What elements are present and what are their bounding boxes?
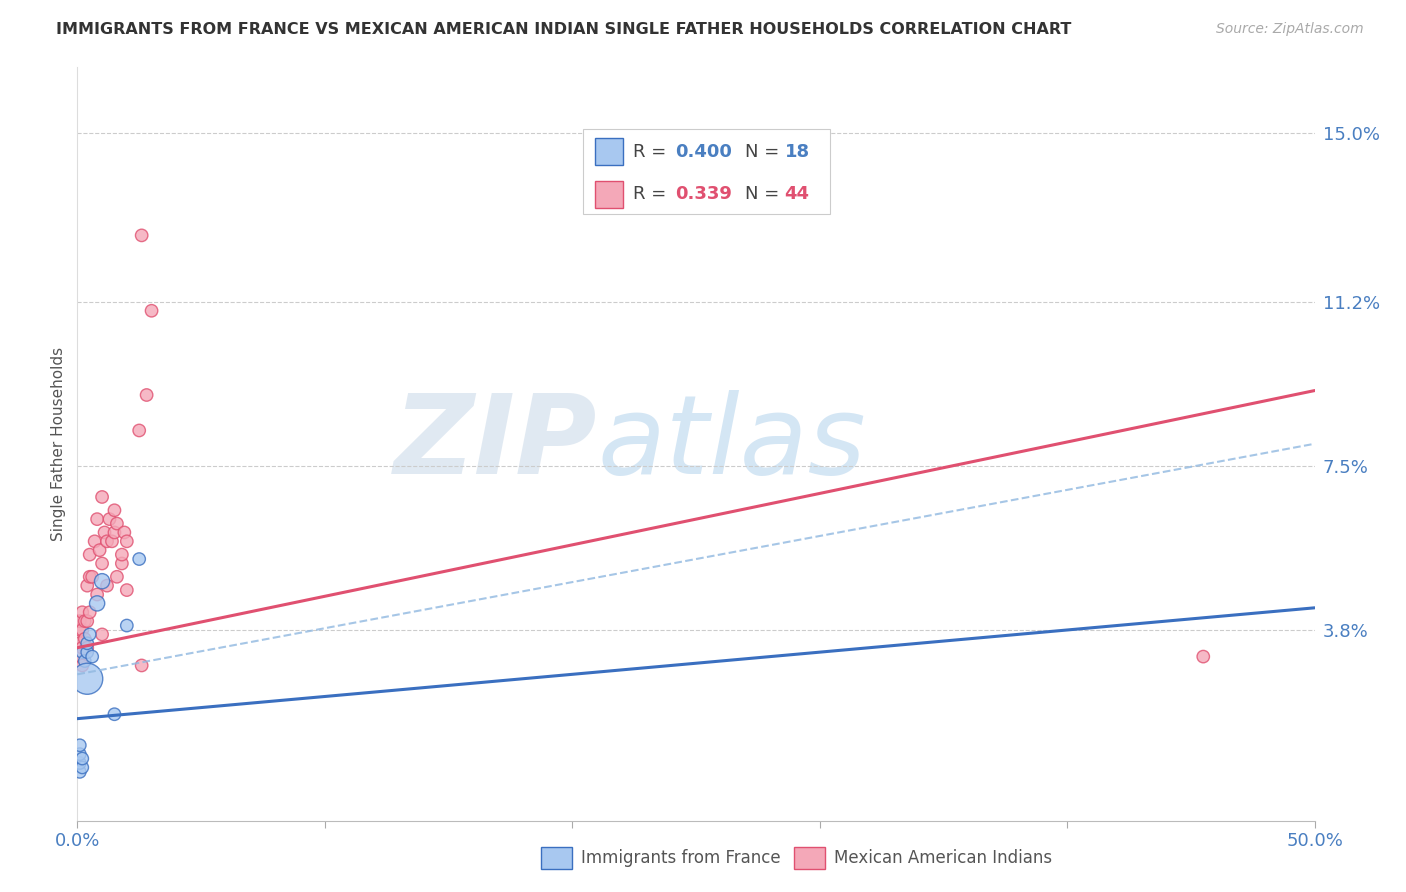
Point <box>76 636 98 650</box>
Point <box>86 512 108 526</box>
Point <box>79 548 101 562</box>
Point <box>76 579 98 593</box>
Point <box>69 747 91 761</box>
Point <box>76 672 98 686</box>
Point <box>76 640 98 655</box>
Point <box>111 557 134 571</box>
Point <box>73 632 96 646</box>
Point <box>69 756 91 770</box>
Text: Source: ZipAtlas.com: Source: ZipAtlas.com <box>1216 22 1364 37</box>
Text: 44: 44 <box>785 185 810 202</box>
Point <box>112 525 135 540</box>
Point <box>93 525 115 540</box>
Point <box>72 605 94 619</box>
Point <box>89 543 111 558</box>
Point <box>83 534 105 549</box>
Point <box>76 645 98 659</box>
Text: 0.339: 0.339 <box>675 185 731 202</box>
Text: 18: 18 <box>785 143 810 161</box>
Point <box>103 525 125 540</box>
Point <box>86 588 108 602</box>
Point <box>91 574 114 589</box>
Point <box>73 614 96 628</box>
Point <box>82 570 104 584</box>
Y-axis label: Single Father Households: Single Father Households <box>51 347 66 541</box>
Text: Immigrants from France: Immigrants from France <box>581 849 780 867</box>
Point <box>131 228 153 243</box>
Point <box>128 424 150 438</box>
Point <box>79 570 101 584</box>
Text: N =: N = <box>745 143 785 161</box>
Point <box>76 614 98 628</box>
Point <box>115 583 138 598</box>
Point <box>101 534 124 549</box>
Point <box>128 552 150 566</box>
Point <box>69 649 91 664</box>
Text: R =: R = <box>633 143 672 161</box>
Point <box>115 618 138 632</box>
Point <box>105 570 128 584</box>
Text: R =: R = <box>633 185 672 202</box>
Point <box>72 658 94 673</box>
Point <box>91 557 114 571</box>
Point <box>91 627 114 641</box>
Point <box>72 623 94 637</box>
Point <box>72 760 94 774</box>
Text: IMMIGRANTS FROM FRANCE VS MEXICAN AMERICAN INDIAN SINGLE FATHER HOUSEHOLDS CORRE: IMMIGRANTS FROM FRANCE VS MEXICAN AMERIC… <box>56 22 1071 37</box>
Point <box>69 614 91 628</box>
Point <box>115 534 138 549</box>
Text: ZIP: ZIP <box>394 391 598 497</box>
Point <box>141 303 163 318</box>
Point <box>69 623 91 637</box>
Point <box>98 512 121 526</box>
Point <box>82 649 104 664</box>
Point <box>79 605 101 619</box>
Point <box>72 645 94 659</box>
Point <box>111 548 134 562</box>
Point <box>73 654 96 668</box>
Point <box>86 596 108 610</box>
Point <box>1192 649 1215 664</box>
Point <box>135 388 157 402</box>
Point <box>69 636 91 650</box>
Point <box>72 751 94 765</box>
Point <box>131 658 153 673</box>
Text: Mexican American Indians: Mexican American Indians <box>834 849 1052 867</box>
Point <box>103 707 125 722</box>
Point <box>69 739 91 753</box>
Point <box>72 640 94 655</box>
Point <box>96 579 118 593</box>
Text: 0.400: 0.400 <box>675 143 731 161</box>
Point <box>103 503 125 517</box>
Point <box>91 490 114 504</box>
Point <box>96 534 118 549</box>
Point <box>105 516 128 531</box>
Point <box>69 764 91 779</box>
Point <box>79 627 101 641</box>
Text: N =: N = <box>745 185 785 202</box>
Text: atlas: atlas <box>598 391 866 497</box>
